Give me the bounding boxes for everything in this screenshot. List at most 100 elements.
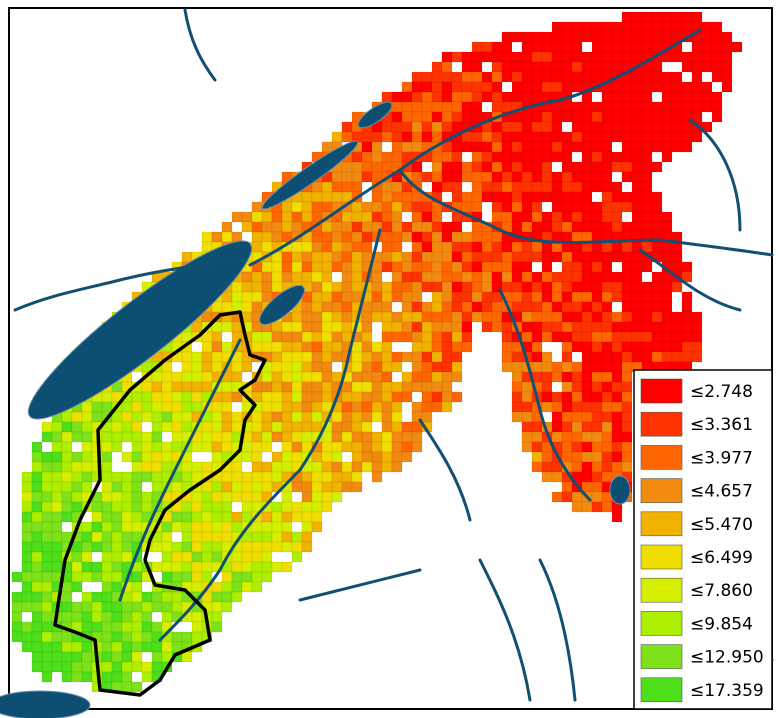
grid-cell xyxy=(161,601,173,613)
grid-cell xyxy=(561,201,573,213)
grid-cell xyxy=(61,451,73,463)
grid-cell xyxy=(651,161,663,173)
grid-cell xyxy=(701,31,713,43)
grid-cell xyxy=(661,211,673,223)
grid-cell xyxy=(401,221,413,233)
grid-cell xyxy=(221,491,233,503)
grid-cell xyxy=(531,301,543,313)
grid-cell xyxy=(361,161,373,173)
grid-cell xyxy=(311,271,323,283)
grid-cell xyxy=(511,111,523,123)
grid-cell xyxy=(441,61,453,73)
grid-cell xyxy=(291,321,303,333)
grid-cell xyxy=(521,71,533,83)
grid-cell xyxy=(521,401,533,413)
grid-cell xyxy=(321,201,333,213)
grid-cell xyxy=(511,61,523,73)
grid-cell xyxy=(611,201,623,213)
grid-cell xyxy=(401,151,413,163)
grid-cell xyxy=(531,431,543,443)
grid-cell xyxy=(501,361,513,373)
grid-cell xyxy=(191,571,203,583)
grid-cell xyxy=(401,131,413,143)
grid-cell xyxy=(561,161,573,173)
grid-cell xyxy=(521,91,533,103)
grid-cell xyxy=(541,171,553,183)
grid-cell xyxy=(561,451,573,463)
grid-cell xyxy=(311,241,323,253)
legend-swatch xyxy=(640,644,683,669)
grid-cell xyxy=(341,221,353,233)
grid-cell xyxy=(661,71,673,83)
grid-cell xyxy=(311,331,323,343)
grid-cell xyxy=(161,611,173,623)
grid-cell xyxy=(611,51,623,63)
grid-cell xyxy=(211,451,223,463)
grid-cell xyxy=(501,61,513,73)
grid-cell xyxy=(411,141,423,153)
grid-cell xyxy=(691,41,703,53)
grid-cell xyxy=(631,251,643,263)
grid-cell xyxy=(581,361,593,373)
grid-cell xyxy=(181,651,193,663)
grid-cell xyxy=(601,171,613,183)
grid-cell xyxy=(661,341,673,353)
grid-cell xyxy=(141,441,153,453)
grid-cell xyxy=(51,551,63,563)
grid-cell xyxy=(431,251,443,263)
grid-cell xyxy=(291,551,303,563)
grid-cell xyxy=(701,61,713,73)
grid-cell xyxy=(571,391,583,403)
grid-cell xyxy=(571,341,583,353)
grid-cell xyxy=(111,491,123,503)
grid-cell xyxy=(601,331,613,343)
grid-cell xyxy=(71,431,83,443)
grid-cell xyxy=(551,151,563,163)
grid-cell xyxy=(131,581,143,593)
grid-cell xyxy=(51,561,63,573)
grid-cell xyxy=(571,201,583,213)
grid-cell xyxy=(511,151,523,163)
grid-cell xyxy=(381,361,393,373)
grid-cell xyxy=(511,411,523,423)
grid-cell xyxy=(621,91,633,103)
grid-cell xyxy=(431,401,443,413)
grid-cell xyxy=(591,151,603,163)
grid-cell xyxy=(441,291,453,303)
grid-cell xyxy=(691,71,703,83)
grid-cell xyxy=(51,651,63,663)
grid-cell xyxy=(331,371,343,383)
grid-cell xyxy=(101,531,113,543)
grid-cell xyxy=(101,611,113,623)
grid-cell xyxy=(561,51,573,63)
grid-cell xyxy=(511,211,523,223)
grid-cell xyxy=(341,241,353,253)
legend-label: ≤9.854 xyxy=(690,614,753,634)
grid-cell xyxy=(561,81,573,93)
grid-cell xyxy=(551,111,563,123)
grid-cell xyxy=(301,481,313,493)
grid-cell xyxy=(401,301,413,313)
grid-cell xyxy=(421,121,433,133)
grid-cell xyxy=(561,221,573,233)
grid-cell xyxy=(601,211,613,223)
grid-cell xyxy=(391,331,403,343)
grid-cell xyxy=(91,561,103,573)
grid-cell xyxy=(551,231,563,243)
grid-cell xyxy=(301,341,313,353)
grid-cell xyxy=(261,261,273,273)
grid-cell xyxy=(511,161,523,173)
grid-cell xyxy=(471,101,483,113)
grid-cell xyxy=(291,261,303,273)
grid-cell xyxy=(271,351,283,363)
grid-cell xyxy=(411,431,423,443)
grid-cell xyxy=(181,631,193,643)
grid-cell xyxy=(601,261,613,273)
grid-cell xyxy=(271,531,283,543)
grid-cell xyxy=(271,371,283,383)
grid-cell xyxy=(351,411,363,423)
grid-cell xyxy=(481,261,493,273)
grid-cell xyxy=(451,121,463,133)
grid-cell xyxy=(511,251,523,263)
grid-cell xyxy=(61,421,73,433)
